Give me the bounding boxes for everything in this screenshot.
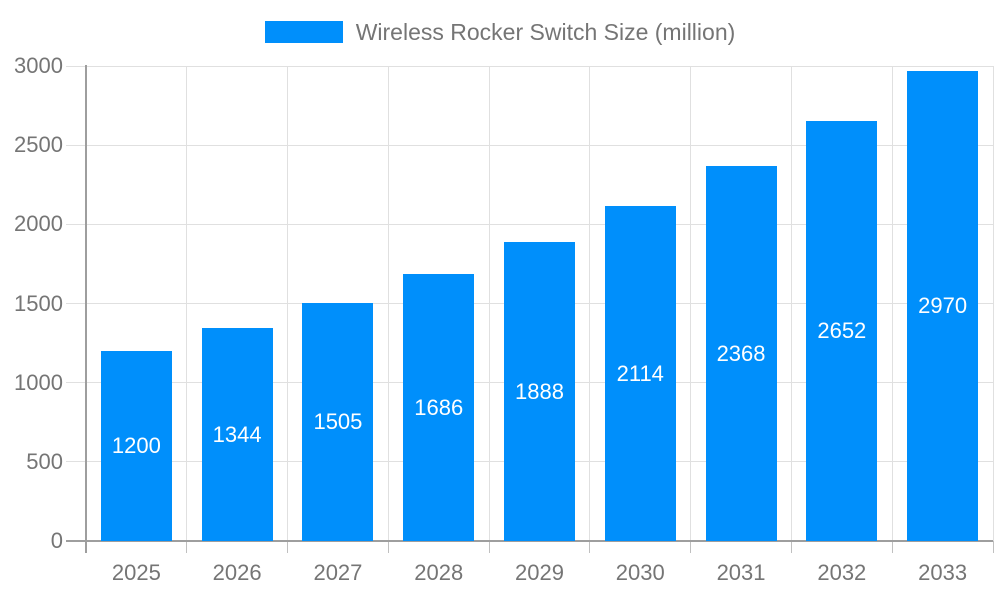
x-axis-tick (690, 541, 692, 553)
x-axis-tick (891, 541, 893, 553)
y-gridline (66, 65, 993, 67)
bar (705, 166, 777, 541)
x-gridline (488, 66, 490, 541)
x-axis-tick (186, 541, 188, 553)
x-axis-label: 2025 (111, 560, 161, 585)
bar-value-label: 1200 (111, 433, 161, 458)
y-axis-label: 0 (50, 528, 63, 553)
legend-label: Wireless Rocker Switch Size (million) (355, 19, 736, 45)
bar-value-label: 2368 (716, 340, 766, 366)
bar-value-label: 1505 (313, 408, 363, 434)
bar (302, 302, 374, 541)
x-gridline (589, 66, 591, 541)
bar (100, 351, 172, 541)
y-gridline (66, 144, 993, 146)
y-axis-label: 2500 (14, 132, 63, 158)
y-axis-line (85, 65, 87, 553)
x-axis-label: 2029 (515, 560, 564, 585)
legend-marker (264, 21, 343, 43)
bar (907, 70, 979, 541)
x-gridline (891, 66, 893, 541)
x-gridline (690, 66, 692, 541)
x-gridline (992, 66, 994, 541)
x-axis-label: 2027 (313, 560, 363, 585)
y-axis-label: 2000 (14, 211, 63, 237)
bar (201, 328, 273, 541)
x-axis-tick (287, 541, 289, 553)
legend-item[interactable]: Wireless Rocker Switch Size (million) (0, 18, 1000, 46)
y-axis-label: 500 (26, 448, 63, 474)
bar-value-label: 1686 (414, 394, 464, 420)
y-gridline (66, 223, 993, 225)
x-gridline (790, 66, 792, 541)
x-axis-tick (387, 541, 389, 553)
x-axis-label: 2032 (817, 560, 867, 585)
bar (504, 242, 575, 541)
y-axis-label: 1000 (14, 369, 63, 395)
x-axis-label: 2031 (716, 560, 766, 585)
bar-value-label: 1344 (212, 421, 262, 447)
x-axis-label: 2028 (414, 560, 464, 585)
bar (403, 274, 475, 541)
x-axis-tick (790, 541, 792, 553)
x-gridline (387, 66, 389, 541)
x-axis-tick (992, 541, 994, 553)
y-axis-label: 1500 (14, 290, 63, 316)
y-axis-label: 3000 (14, 53, 63, 78)
x-gridline (186, 66, 188, 541)
bar-value-label: 2970 (918, 292, 968, 318)
x-gridline (287, 66, 289, 541)
x-axis-tick (488, 541, 490, 553)
bar-value-label: 2652 (817, 318, 867, 344)
x-axis-label: 2033 (918, 560, 968, 585)
x-axis-label: 2030 (615, 560, 665, 585)
bar (604, 206, 676, 541)
bar-value-label: 2114 (616, 360, 664, 386)
x-axis-label: 2026 (212, 560, 262, 585)
bar-value-label: 1888 (515, 378, 564, 404)
bar (806, 121, 878, 541)
x-axis-line (66, 540, 993, 542)
x-axis-tick (589, 541, 591, 553)
